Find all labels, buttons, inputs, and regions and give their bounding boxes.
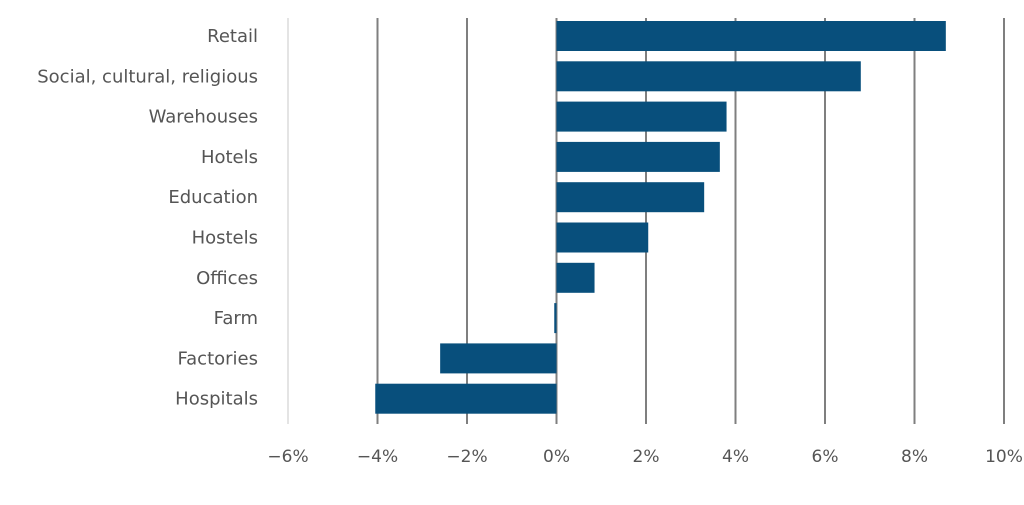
category-label: Hotels <box>201 147 258 168</box>
bar <box>556 61 861 92</box>
category-label: Warehouses <box>149 107 258 128</box>
category-label: Social, cultural, religious <box>37 66 258 87</box>
bar <box>556 262 595 293</box>
bar <box>556 182 705 213</box>
x-tick-label: −2% <box>446 447 487 467</box>
x-tick-label: 6% <box>812 447 839 467</box>
bar <box>556 101 727 132</box>
bar <box>556 141 720 172</box>
category-label: Hostels <box>192 228 258 249</box>
x-tick-label: 0% <box>543 447 570 467</box>
category-label: Education <box>168 187 258 208</box>
x-tick-label: 8% <box>901 447 928 467</box>
bar <box>556 21 946 51</box>
bar <box>375 383 557 414</box>
x-tick-label: 4% <box>722 447 749 467</box>
category-label: Offices <box>196 268 258 289</box>
category-label: Factories <box>177 348 258 369</box>
x-tick-label: 2% <box>633 447 660 467</box>
x-tick-label: −4% <box>357 447 398 467</box>
bars <box>375 21 946 414</box>
x-axis-tick-labels: −6% −4% −2% 0% 2% 4% 6% 8% 10% <box>267 447 1023 467</box>
bar <box>554 303 557 334</box>
category-label: Farm <box>214 308 258 329</box>
category-label: Hospitals <box>175 389 258 410</box>
category-label: Retail <box>207 26 258 47</box>
category-labels: Retail Social, cultural, religious Warehou… <box>37 26 258 410</box>
x-tick-label: −6% <box>267 447 308 467</box>
x-tick-label: 10% <box>985 447 1023 467</box>
bar <box>556 222 649 253</box>
bar <box>440 343 557 374</box>
